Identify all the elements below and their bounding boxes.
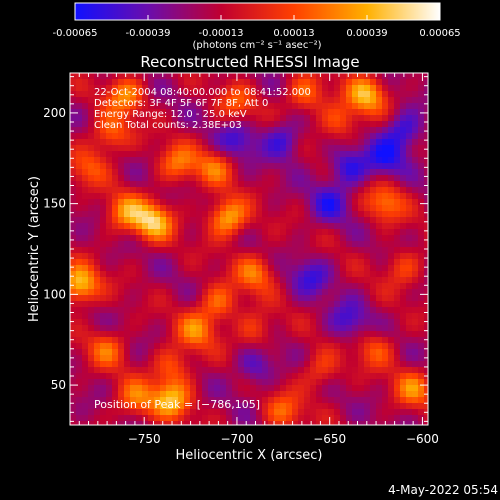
colorbar-tick-label: -0.00039 [126,28,171,39]
colorbar-gradient [74,2,441,21]
info-line: Clean Total counts: 2.38E+03 [94,120,242,131]
colorbar-tick-label: -0.00013 [199,28,244,39]
info-annotation: 22-Oct-2004 08:40:00.000 to 08:41:52.000… [94,87,311,131]
heatmap-image [70,73,428,425]
info-line: Energy Range: 12.0 - 25.0 keV [94,109,247,120]
info-line: Detectors: 3F 4F 5F 6F 7F 8F, Att 0 [94,98,268,109]
y-tick-label: 100 [43,287,66,301]
x-tick-label: −750 [128,432,161,446]
y-tick-label: 50 [51,378,66,392]
colorbar-tick-label: 0.00065 [419,28,460,39]
info-line: 22-Oct-2004 08:40:00.000 to 08:41:52.000 [94,87,311,98]
x-axis-ticks: −750 −700 −650 −600 [78,73,439,446]
y-tick-label: 200 [43,106,66,120]
y-axis-label: Heliocentric Y (arcsec) [27,176,42,322]
colorbar-ticks [74,15,441,20]
x-tick-label: −700 [220,432,253,446]
chart-title: Reconstructed RHESSI Image [140,53,359,71]
colorbar-tick-label: 0.00039 [346,28,387,39]
colorbar-tick-label: 0.00013 [273,28,314,39]
x-tick-label: −650 [313,432,346,446]
peak-position-label: Position of Peak = [−786,105] [94,398,260,411]
colorbar: -0.00065 -0.00039 -0.00013 0.00013 0.00039 0.… [53,2,461,51]
x-tick-label: −600 [406,432,439,446]
colorbar-tick-labels: -0.00065 -0.00039 -0.00013 0.00013 0.00039 0.… [53,28,461,39]
footer-timestamp: 4-May-2022 05:54 [388,483,498,497]
x-axis-label: Heliocentric X (arcsec) [176,448,323,463]
colorbar-tick-label: -0.00065 [53,28,98,39]
colorbar-units-label: (photons cm⁻² s⁻¹ asec⁻²) [192,40,321,51]
y-tick-label: 150 [43,197,66,211]
y-axis-ticks: 50 100 150 200 [43,76,428,422]
